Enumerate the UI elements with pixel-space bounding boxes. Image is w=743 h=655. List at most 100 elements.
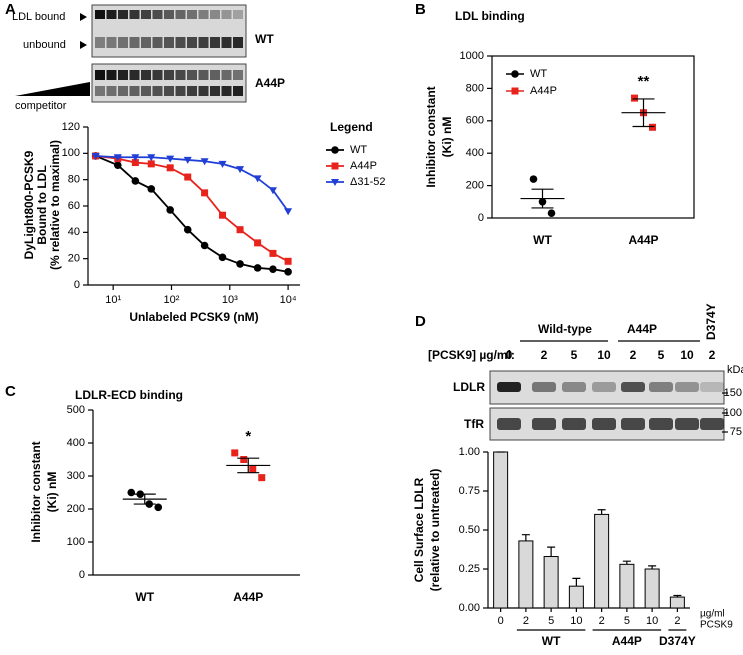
marker xyxy=(269,249,277,257)
lane-label: A44P xyxy=(255,76,285,90)
y-tick-label: 0.00 xyxy=(459,602,480,614)
marker xyxy=(547,209,556,217)
band xyxy=(95,37,105,48)
y-axis-label: (relative to untreated) xyxy=(428,469,442,592)
x-tick-label: 2 xyxy=(599,615,605,627)
dose-label: [PCSK9] µg/ml: xyxy=(428,348,515,362)
marker xyxy=(253,175,262,183)
sem-bar xyxy=(632,98,655,128)
band xyxy=(175,86,186,96)
dose: 0 xyxy=(506,348,513,362)
marker xyxy=(154,503,163,512)
marker xyxy=(183,156,192,164)
lane-label: WT xyxy=(255,32,274,46)
bar xyxy=(594,513,610,609)
dose: 5 xyxy=(658,348,665,362)
marker xyxy=(166,164,174,172)
legend-marker xyxy=(331,146,339,154)
marker xyxy=(284,208,293,216)
y-tick-label: 0 xyxy=(74,279,80,291)
marker xyxy=(236,166,245,174)
marker xyxy=(269,265,277,274)
series-line xyxy=(95,155,289,212)
band xyxy=(175,37,186,48)
bar xyxy=(644,568,660,609)
y-tick-label: 100 xyxy=(67,536,85,548)
y-tick-label: 300 xyxy=(67,470,85,482)
mw-marker: 75 xyxy=(730,426,742,438)
y-tick-label: 400 xyxy=(67,437,85,449)
marker xyxy=(183,225,192,234)
band xyxy=(164,37,174,48)
marker xyxy=(218,253,227,262)
protein-label: TfR xyxy=(464,417,484,431)
y-axis-label: Cell Surface LDLR xyxy=(412,477,426,582)
marker xyxy=(131,154,140,162)
band xyxy=(187,10,197,19)
sem-bar xyxy=(531,188,554,209)
group-label: A44P xyxy=(612,634,642,648)
y-tick-label: 400 xyxy=(466,147,484,159)
y-tick-label: 1000 xyxy=(460,50,484,62)
band xyxy=(164,70,174,80)
x-tick-label: 10 xyxy=(646,615,658,627)
band xyxy=(129,37,140,48)
band xyxy=(95,70,105,80)
mw-marker: 150 xyxy=(724,387,742,399)
band xyxy=(164,86,174,96)
band xyxy=(129,70,140,80)
x-tick-label: 10³ xyxy=(222,294,238,306)
marker xyxy=(147,154,156,162)
row-label: LDL bound xyxy=(12,11,65,23)
band xyxy=(118,86,128,96)
legend-title: Legend xyxy=(330,120,373,134)
legend-marker xyxy=(511,70,519,78)
marker xyxy=(284,268,292,276)
marker xyxy=(218,160,227,168)
blot xyxy=(489,370,725,405)
panel-label: C xyxy=(5,383,16,400)
band xyxy=(152,10,163,19)
panel-label: A xyxy=(5,1,16,18)
marker xyxy=(113,161,122,169)
marker xyxy=(91,152,100,160)
band xyxy=(164,10,174,19)
band xyxy=(198,37,209,48)
x-tick-label: 5 xyxy=(548,615,554,627)
dose: 2 xyxy=(630,348,637,362)
group-label: WT xyxy=(542,634,561,648)
band xyxy=(152,86,163,96)
marker xyxy=(127,488,136,497)
marker xyxy=(240,456,248,463)
unit-label: PCSK9 xyxy=(700,620,733,631)
band xyxy=(221,70,232,80)
band xyxy=(675,382,699,392)
band xyxy=(221,37,232,48)
error-bar xyxy=(622,560,631,565)
marker xyxy=(231,449,239,457)
y-axis-label: Inhibitor constant xyxy=(424,86,438,187)
bar xyxy=(543,556,559,609)
gradient-label: competitor xyxy=(15,100,67,112)
y-tick-label: 1.00 xyxy=(459,446,480,458)
band xyxy=(95,86,105,96)
band xyxy=(233,70,243,80)
band xyxy=(233,37,243,48)
error-bar xyxy=(648,565,657,569)
legend-marker xyxy=(511,87,519,95)
band xyxy=(700,382,724,392)
marker xyxy=(131,177,140,185)
marker xyxy=(219,211,227,219)
band xyxy=(141,70,151,80)
y-tick-label: 0.75 xyxy=(459,485,480,497)
dose: 10 xyxy=(597,348,611,362)
y-axis-label: Bound to LDL xyxy=(35,165,49,244)
protein-label: LDLR xyxy=(453,380,485,394)
significance: ** xyxy=(638,73,650,90)
bar xyxy=(493,451,509,609)
marker xyxy=(249,465,257,473)
band xyxy=(175,70,186,80)
band xyxy=(141,37,151,48)
sem-bar xyxy=(237,457,260,474)
error-bar xyxy=(547,546,556,557)
